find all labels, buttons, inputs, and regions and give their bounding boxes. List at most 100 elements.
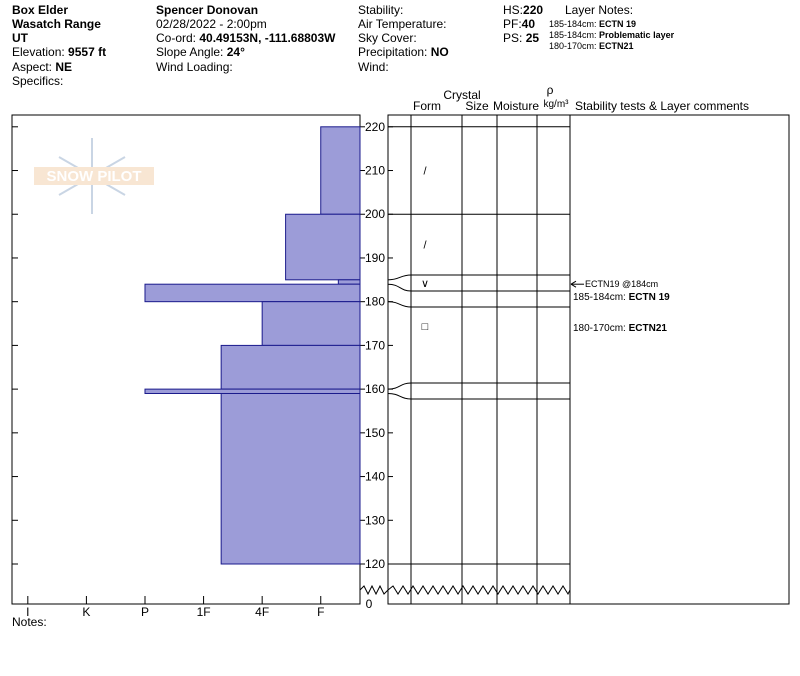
precipitation: Precipitation: NO	[358, 45, 449, 59]
range: 185-184cm:	[549, 19, 597, 29]
specifics: Specifics:	[12, 74, 63, 88]
datetime: 02/28/2022 - 2:00pm	[156, 17, 267, 31]
depth-tick-label: 200	[365, 207, 385, 221]
depth-tick-label: 220	[365, 120, 385, 134]
value: NO	[431, 45, 449, 59]
layer-comment: 180-170cm: ECTN21	[573, 323, 667, 334]
layer-comment: 185-184cm: ECTN 19	[573, 292, 670, 303]
hardness-bar	[220, 392, 361, 565]
col-header: kg/m³	[544, 99, 570, 110]
depth-tick-label: 180	[365, 295, 385, 309]
hardness-tick-label: 1F	[197, 605, 211, 619]
coord: Co-ord: 40.49153N, -111.68803W	[156, 31, 336, 45]
col-header: Form	[413, 99, 441, 113]
hardness-bar	[144, 283, 361, 303]
layer-notes-title: Layer Notes:	[565, 3, 633, 17]
hardness-bar	[261, 301, 361, 346]
label: HS:	[503, 3, 523, 17]
label: PS:	[503, 31, 522, 45]
col-header: Stability tests & Layer comments	[575, 99, 749, 113]
crystal-form: /	[423, 166, 427, 178]
logo: SNOW PILOT	[34, 138, 154, 214]
axis-break	[359, 584, 571, 596]
depth-tick-label: 120	[365, 557, 385, 571]
air-temperature: Air Temperature:	[358, 17, 446, 31]
layer-boundary	[387, 392, 570, 400]
column-lines	[410, 115, 538, 604]
depth-tick-label: 140	[365, 470, 385, 484]
sky-cover: Sky Cover:	[358, 31, 417, 45]
test-arrowhead	[570, 280, 577, 288]
layer-note: 185-184cm: ECTN 19	[549, 19, 636, 29]
slope: Slope Angle: 24°	[156, 45, 245, 59]
hardness-bar	[144, 388, 361, 394]
note: ECTN 19	[599, 19, 636, 29]
note: ECTN21	[629, 323, 668, 334]
elevation: Elevation: 9557 ft	[12, 45, 106, 59]
test-label: ECTN19 @184cm	[585, 279, 658, 289]
label: Aspect:	[12, 60, 52, 74]
layer-table-frame	[387, 114, 571, 605]
pf: PF:40	[503, 17, 535, 31]
notes: Notes:	[12, 615, 47, 629]
layer-note: 185-184cm: Problematic layer	[549, 30, 675, 40]
range: 185-184cm:	[549, 30, 597, 40]
layer-boundary	[387, 301, 570, 308]
depth-tick-label: 210	[365, 164, 385, 178]
range: 180-170cm:	[573, 323, 626, 334]
location: Wasatch Range	[12, 17, 101, 31]
aspect: Aspect: NE	[12, 60, 72, 74]
value: 220	[523, 3, 543, 17]
value: 25	[526, 31, 540, 45]
crystal-form: □	[422, 321, 429, 333]
depth-tick-label: 160	[365, 382, 385, 396]
note: ECTN21	[599, 41, 634, 51]
snowflake	[58, 138, 126, 214]
wind: Wind:	[358, 60, 389, 74]
label: Precipitation:	[358, 45, 427, 59]
wind-loading: Wind Loading:	[156, 60, 233, 74]
value: NE	[55, 60, 72, 74]
ps: PS: 25	[503, 31, 539, 45]
label: Elevation:	[12, 45, 65, 59]
value: 40.49153N, -111.68803W	[199, 31, 336, 45]
comments-frame	[569, 114, 790, 605]
location: Box Elder	[12, 3, 68, 17]
value: 24°	[227, 45, 245, 59]
stability: Stability:	[358, 3, 403, 17]
hardness-tick-label: P	[141, 605, 149, 619]
value: 40	[522, 17, 536, 31]
crystal-form: ∨	[421, 278, 429, 290]
label: Slope Angle:	[156, 45, 223, 59]
hardness-tick-label: I	[26, 605, 29, 619]
hs: HS:220	[503, 3, 543, 17]
range: 185-184cm:	[573, 292, 626, 303]
depth-tick-label: 190	[365, 251, 385, 265]
label: Co-ord:	[156, 31, 196, 45]
location: UT	[12, 31, 29, 45]
hardness-bar	[337, 279, 361, 285]
layer-boundary	[387, 382, 570, 390]
col-header: Moisture	[493, 99, 539, 113]
logo-band	[34, 167, 154, 185]
value: 9557 ft	[68, 45, 106, 59]
layer-note: 180-170cm: ECTN21	[549, 41, 634, 51]
depth-tick-label: 150	[365, 426, 385, 440]
layer-boundary	[387, 274, 570, 281]
observer: Spencer Donovan	[156, 3, 258, 17]
logo-text: SNOW PILOT	[47, 168, 142, 185]
hardness-tick-label: F	[317, 605, 324, 619]
col-header: Crystal	[443, 88, 480, 102]
hardness-tick-label: 4F	[255, 605, 269, 619]
hardness-tick-label: K	[82, 605, 90, 619]
hardness-bar	[220, 344, 361, 390]
col-header: Size	[465, 99, 489, 113]
depth-tick-label: 130	[365, 513, 385, 527]
range: 180-170cm:	[549, 41, 597, 51]
label: PF:	[503, 17, 522, 31]
depth-tick-label: 170	[365, 338, 385, 352]
hardness-bar	[320, 126, 361, 215]
note: ECTN 19	[629, 292, 671, 303]
crystal-form: /	[423, 240, 427, 252]
